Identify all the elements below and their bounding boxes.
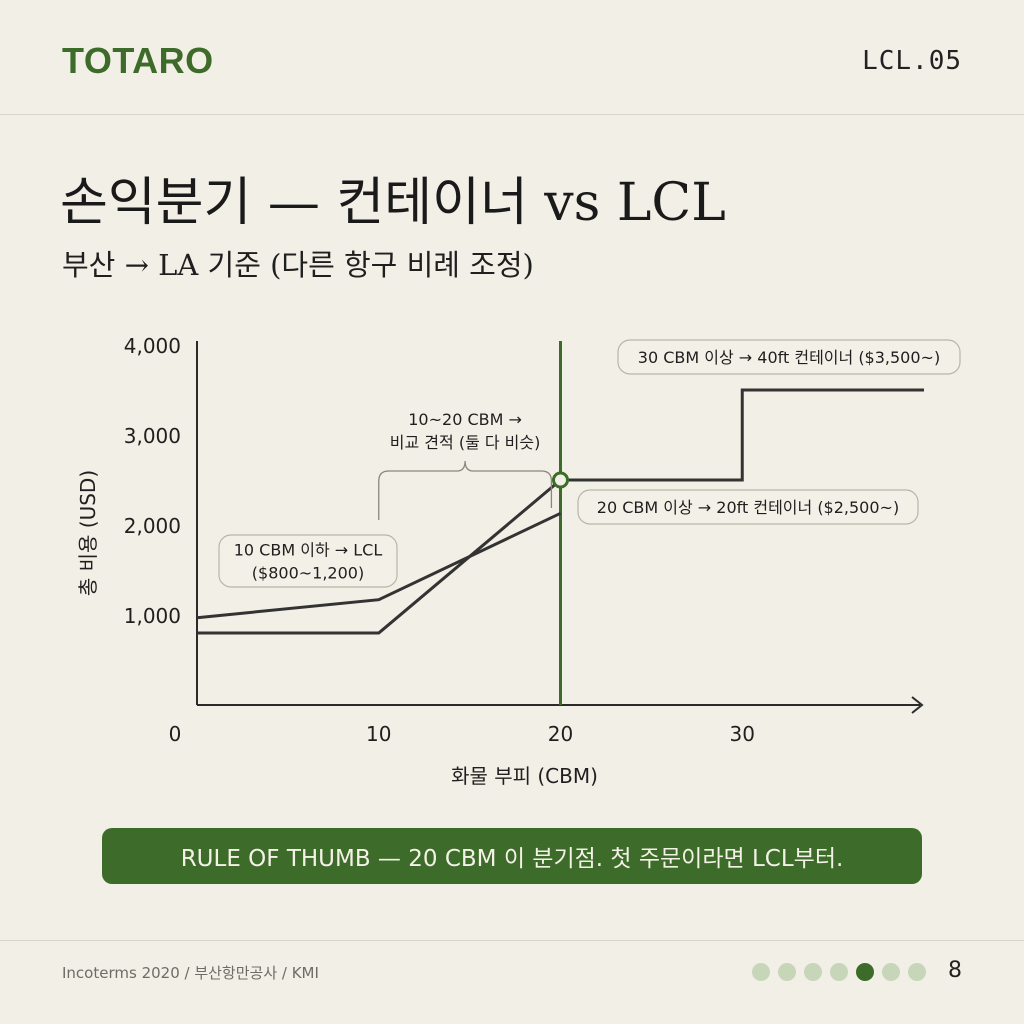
container40-annotation: 30 CBM 이상 → 40ft 컨테이너 ($3,500~) (617, 339, 961, 375)
y-tick-label: 4,000 (124, 334, 181, 358)
chart-axes (196, 341, 924, 714)
x-tick-label: 20 (548, 722, 573, 746)
lcl-annotation-text: ($800~1,200) (252, 564, 364, 583)
y-tick-label: 2,000 (124, 514, 181, 538)
compare-annotation: 10~20 CBM → 비교 견적 (둘 다 비슷) (378, 410, 553, 520)
page-dot[interactable] (752, 963, 770, 981)
lcl-annotation-box (218, 534, 398, 588)
rule-of-thumb-banner: RULE OF THUMB — 20 CBM 이 분기점. 첫 주문이라면 LC… (102, 828, 922, 884)
slide-code: LCL.05 (862, 46, 962, 76)
page-title: 손익분기 — 컨테이너 vs LCL (60, 173, 726, 233)
page-dot-active[interactable] (856, 963, 874, 981)
page-dot[interactable] (830, 963, 848, 981)
x-axis-title: 화물 부피 (CBM) (451, 764, 598, 788)
compare-text-line2: 비교 견적 (둘 다 비슷) (390, 433, 541, 452)
header-divider (0, 114, 1024, 115)
page-number: 8 (948, 958, 962, 983)
container40-annotation-text: 30 CBM 이상 → 40ft 컨테이너 ($3,500~) (638, 348, 940, 367)
lcl-annotation: 10 CBM 이하 → LCL ($800~1,200) (218, 534, 398, 588)
lcl-cost-line (196, 511, 562, 620)
container40-annotation-box (617, 339, 961, 375)
page-dot[interactable] (882, 963, 900, 981)
compare-bracket (378, 460, 553, 520)
x-tick-label: 0 (169, 722, 182, 746)
page-indicator (752, 963, 926, 981)
x-tick-label: 10 (366, 722, 391, 746)
y-tick-label: 3,000 (124, 424, 181, 448)
y-axis-title: 총 비용 (USD) (76, 470, 100, 596)
page-dot[interactable] (778, 963, 796, 981)
brand-logo: TOTARO (62, 40, 214, 81)
footer-divider (0, 940, 1024, 941)
container20-annotation-box (577, 489, 919, 525)
page-dot[interactable] (908, 963, 926, 981)
page-subtitle: 부산 → LA 기준 (다른 항구 비례 조정) (62, 248, 534, 282)
container20-annotation: 20 CBM 이상 → 20ft 컨테이너 ($2,500~) (577, 489, 919, 525)
x-tick-label: 30 (730, 722, 755, 746)
chart-annotations: 10 CBM 이하 → LCL ($800~1,200) 20 CBM 이상 → 2… (218, 339, 961, 588)
compare-text-line1: 10~20 CBM → (408, 410, 522, 429)
breakeven-point (552, 471, 569, 489)
chart-ticks: 0 10 20 30 1,000 2,000 3,000 4,000 화물 부피 (CBM) 총 … (76, 334, 755, 788)
x-axis-arrow-icon (911, 696, 924, 714)
page-dot[interactable] (804, 963, 822, 981)
container20-annotation-text: 20 CBM 이상 → 20ft 컨테이너 ($2,500~) (597, 498, 899, 517)
y-tick-label: 1,000 (124, 604, 181, 628)
sources-text: Incoterms 2020 / 부산항만공사 / KMI (62, 964, 319, 982)
chart-series (196, 341, 924, 705)
lcl-annotation-text: 10 CBM 이하 → LCL (234, 541, 383, 560)
container-cost-line (197, 388, 924, 635)
